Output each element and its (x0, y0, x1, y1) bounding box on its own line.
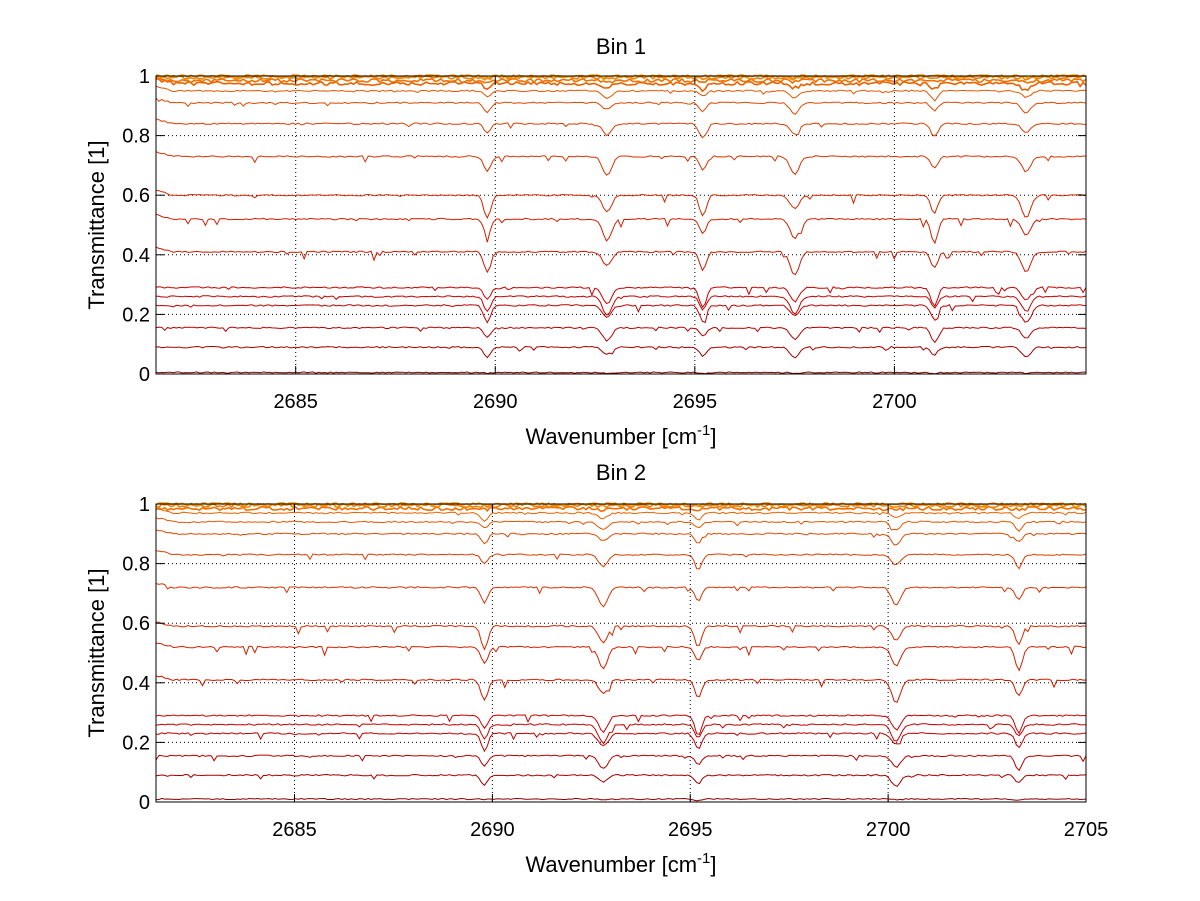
series-line (155, 502, 1087, 508)
series-line (155, 345, 1087, 359)
y-tick-label: 1 (139, 494, 150, 516)
series-line (155, 621, 1087, 651)
x-axis-title-superscript: -1 (697, 850, 710, 867)
series-line (155, 773, 1087, 788)
x-tick-label: 2700 (866, 819, 911, 841)
series-line (155, 714, 1086, 735)
panel-bin-2: Bin 2 2685 2690 2695 2700 2705 0 0.2 0.4 0.6 0.8 1 W… (84, 460, 1108, 877)
series-line (155, 675, 1087, 703)
series-line (155, 77, 1087, 93)
axes-box (155, 503, 1087, 803)
y-tick-label: 0.4 (122, 673, 150, 695)
y-tick-label: 0.8 (122, 126, 150, 148)
series-line (155, 550, 1087, 570)
series-line (155, 304, 1087, 324)
series-line (155, 286, 1087, 309)
series-line (155, 97, 1087, 116)
x-tick-label: 2700 (872, 391, 917, 413)
series-line (155, 517, 1087, 533)
x-axis-title-main: Wavenumber [cm (525, 424, 697, 449)
series-line (156, 797, 1087, 802)
series-line (155, 246, 1087, 276)
x-tick-label: 2685 (273, 391, 318, 413)
x-axis-title-superscript: -1 (697, 422, 710, 439)
series-line (155, 326, 1087, 344)
y-tick-label: 0 (139, 792, 150, 814)
axes-box (155, 75, 1087, 375)
series-line (155, 77, 1087, 85)
series-line (155, 642, 1087, 672)
chart-title: Bin 1 (596, 34, 646, 59)
y-tick-label: 0 (139, 364, 150, 386)
x-axis-title: Wavenumber [cm-1] (525, 850, 716, 877)
x-tick-label: 2685 (272, 819, 317, 841)
series-line (155, 371, 1087, 375)
x-axis-title-end: ] (710, 852, 716, 877)
x-tick-label: 2690 (473, 391, 518, 413)
x-tick-label: 2690 (470, 819, 515, 841)
y-tick-label: 0.4 (122, 245, 150, 267)
y-tick-label: 0.6 (122, 185, 150, 207)
y-tick-label: 0.2 (122, 732, 150, 754)
series-line (155, 754, 1087, 772)
series-line (155, 295, 1087, 316)
series-line (155, 732, 1086, 753)
y-tick-label: 0.6 (122, 613, 150, 635)
series-line (155, 213, 1087, 245)
x-axis-title-end: ] (710, 424, 716, 449)
x-axis-title-main: Wavenumber [cm (525, 852, 697, 877)
series-line (155, 189, 1087, 220)
series-line (155, 505, 1087, 513)
x-tick-label: 2695 (668, 819, 713, 841)
series-line (155, 583, 1087, 608)
y-tick-label: 0.2 (122, 304, 150, 326)
y-axis-title: Transmittance [1] (84, 568, 109, 737)
series-line (155, 508, 1087, 522)
x-tick-label: 2705 (1064, 819, 1109, 841)
series-line (155, 118, 1087, 139)
y-tick-label: 1 (139, 66, 150, 88)
x-axis-title: Wavenumber [cm-1] (525, 422, 716, 449)
series-line (155, 85, 1087, 102)
y-axis-title: Transmittance [1] (84, 140, 109, 309)
series-line (155, 529, 1087, 546)
y-tick-label: 0.8 (122, 554, 150, 576)
chart-title: Bin 2 (596, 460, 646, 485)
series-line (155, 151, 1087, 176)
panel-bin-1: Bin 1 2685 2690 2695 2700 0 0.2 0.4 0.6 0.8 1 Waven… (84, 34, 1087, 449)
series-line (155, 723, 1087, 745)
x-tick-label: 2695 (673, 391, 718, 413)
